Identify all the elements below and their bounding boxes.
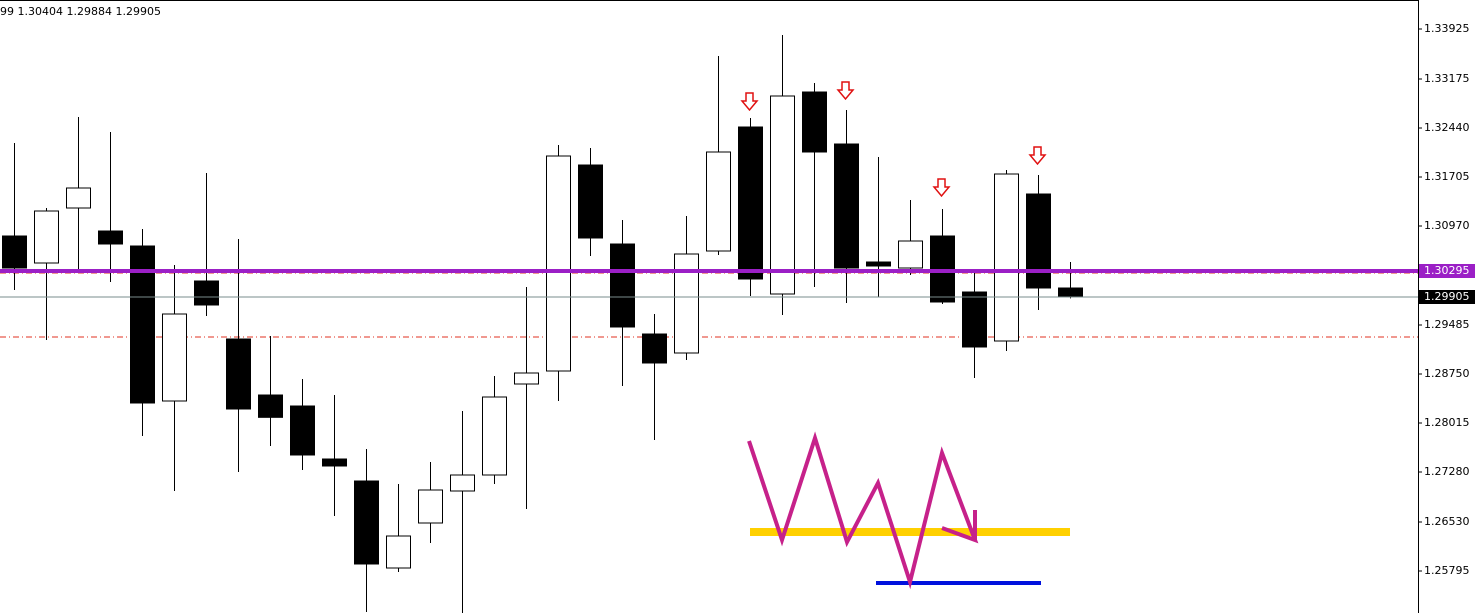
y-tick-label: 1.29485 [1424, 318, 1470, 331]
bull-body [162, 313, 187, 402]
zigzag [747, 431, 979, 590]
bear-body [738, 126, 763, 280]
bear-body [834, 143, 859, 269]
y-tick-label: 1.28015 [1424, 416, 1470, 429]
bear-body [610, 243, 635, 328]
y-tick-label: 1.25795 [1424, 564, 1470, 577]
y-tick-label: 1.27280 [1424, 465, 1470, 478]
bull-body [770, 95, 795, 295]
down-arrow [1028, 146, 1047, 166]
bear-body [962, 291, 987, 348]
bear-body [226, 338, 251, 410]
bull-body [514, 372, 539, 385]
bear-body [322, 458, 347, 467]
y-tick-label: 1.26530 [1424, 515, 1470, 528]
bear-body [866, 261, 891, 267]
bear-body [354, 480, 379, 565]
bear-body [98, 230, 123, 245]
bull-body [450, 474, 475, 492]
bear-body [1026, 193, 1051, 289]
bull-body [674, 253, 699, 354]
bear-body [642, 333, 667, 364]
down-arrow [740, 92, 759, 112]
bear-body [2, 235, 27, 269]
bull-body [418, 489, 443, 524]
bear-body [194, 280, 219, 306]
bear-body [802, 91, 827, 153]
price-level-label: 1.30295 [1424, 264, 1470, 277]
bull-body [706, 151, 731, 252]
bull-body [994, 173, 1019, 342]
bull-body [482, 396, 507, 476]
price-level-label: 1.29905 [1424, 290, 1470, 303]
price-level-box [1419, 264, 1475, 278]
candles [2, 35, 1083, 613]
bull-body [66, 187, 91, 209]
down-arrow [932, 178, 951, 198]
y-tick-label: 1.28750 [1424, 367, 1470, 380]
bull-body [546, 155, 571, 372]
y-tick-label: 1.32440 [1424, 121, 1470, 134]
bear-body [1058, 287, 1083, 298]
bull-body [34, 210, 59, 264]
price-level-box [1419, 290, 1475, 304]
down-arrow [836, 81, 855, 101]
bear-body [578, 164, 603, 239]
y-tick-label: 1.33175 [1424, 72, 1470, 85]
y-tick-label: 1.33925 [1424, 22, 1470, 35]
y-tick-label: 1.31705 [1424, 170, 1470, 183]
bear-body [290, 405, 315, 456]
header-ohlc: 99 1.30404 1.29884 1.29905 [0, 5, 161, 18]
signal-arrows [740, 81, 1047, 198]
bear-body [258, 394, 283, 418]
y-tick-label: 1.30970 [1424, 219, 1470, 232]
bull-body [386, 535, 411, 569]
drawings [740, 81, 1070, 590]
bull-body [898, 240, 923, 269]
